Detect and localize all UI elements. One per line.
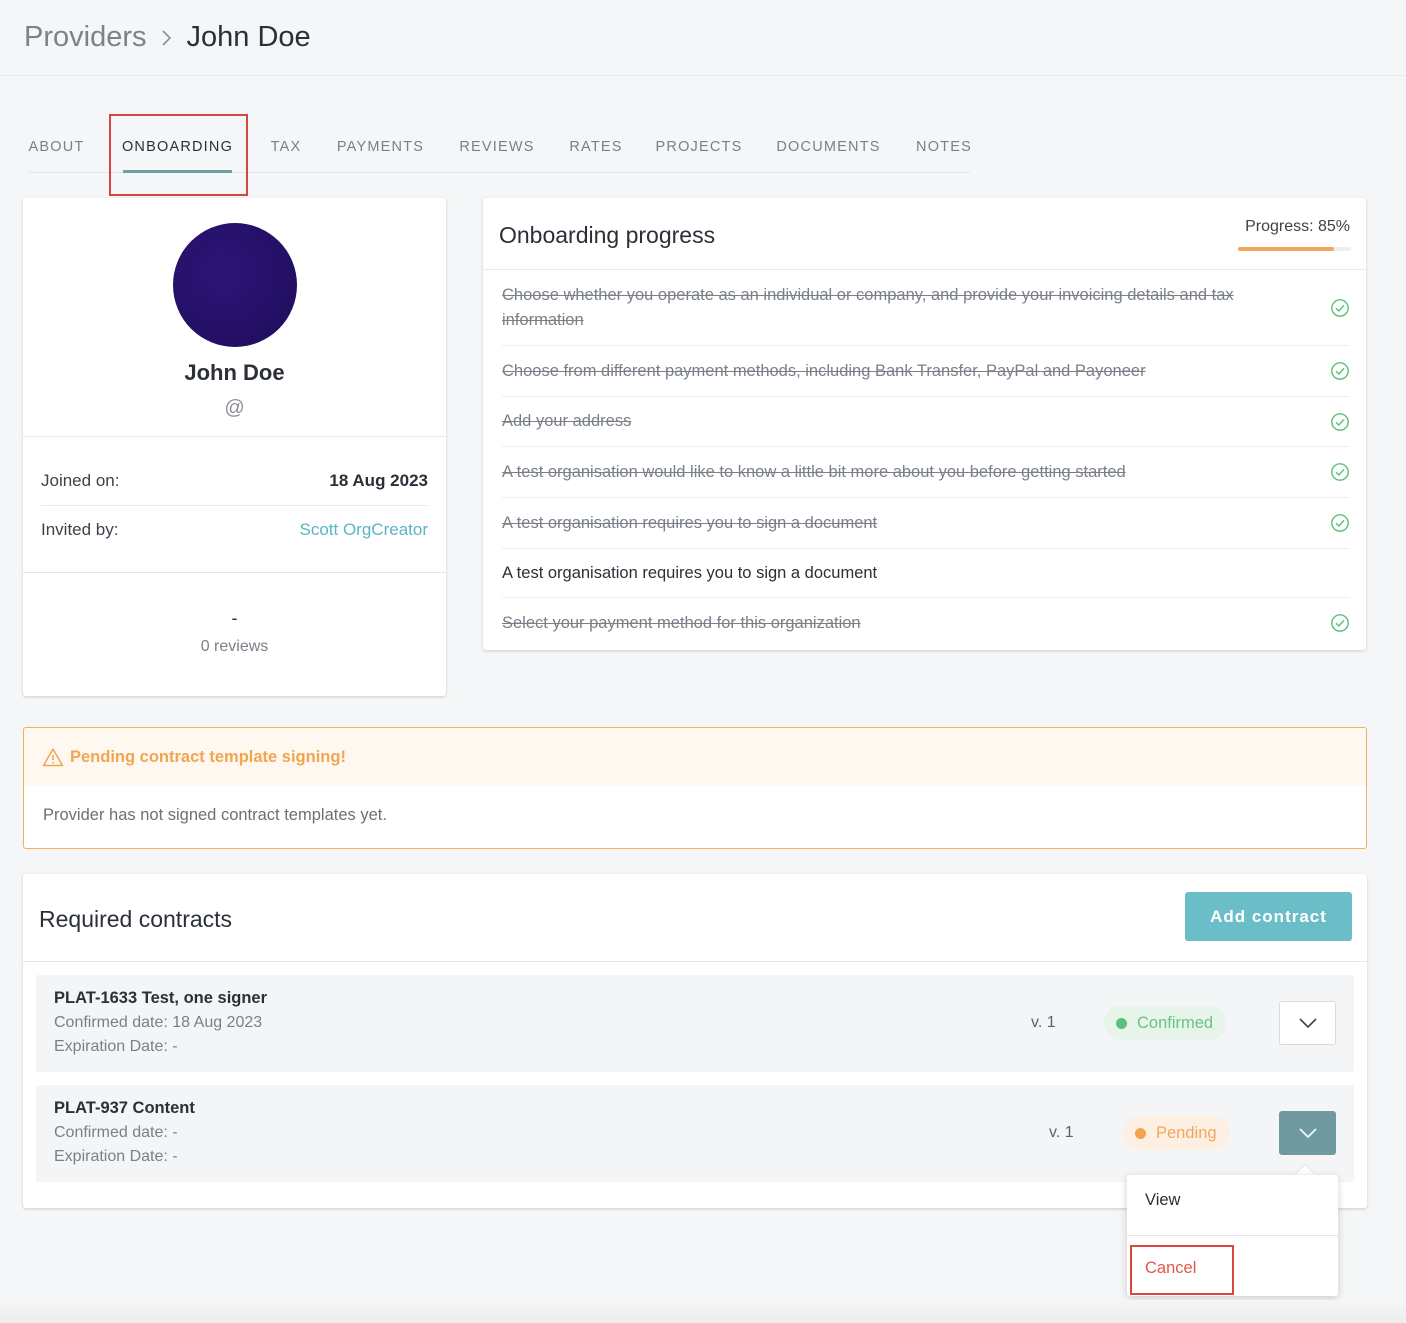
- alert-body: Provider has not signed contract templat…: [43, 806, 387, 824]
- onboarding-progress-card: Onboarding progress Progress: 85% Choose…: [483, 198, 1366, 650]
- onboarding-task: Choose whether you operate as an individ…: [502, 270, 1350, 346]
- required-contracts-card: Required contracts Add contract PLAT-163…: [23, 874, 1367, 1208]
- contract-name: PLAT-1633 Test, one signer: [54, 989, 268, 1007]
- tab-payments[interactable]: PAYMENTS: [336, 138, 425, 155]
- invited-row: Invited by: Scott OrgCreator: [41, 520, 428, 540]
- onboarding-task: Select your payment method for this orga…: [502, 598, 1350, 648]
- contract-expiration-date: Expiration Date: -: [54, 1148, 178, 1165]
- status-label: Confirmed: [1137, 1013, 1214, 1032]
- status-badge: Pending: [1123, 1116, 1230, 1150]
- contract-row: PLAT-937 Content Confirmed date: - Expir…: [36, 1085, 1354, 1182]
- chevron-down-icon: [1298, 1017, 1318, 1029]
- tab-onboarding[interactable]: ONBOARDING: [122, 120, 232, 173]
- breadcrumb-providers-link[interactable]: Providers: [24, 21, 147, 53]
- tab-bar: ABOUT ONBOARDING TAX PAYMENTS REVIEWS RA…: [28, 120, 972, 173]
- pending-contract-alert: Pending contract template signing! Provi…: [23, 727, 1367, 849]
- contract-actions-toggle[interactable]: [1279, 1111, 1336, 1155]
- check-circle-icon: [1330, 298, 1350, 318]
- onboarding-task: A test organisation requires you to sign…: [502, 549, 1350, 598]
- alert-header: Pending contract template signing!: [24, 728, 1366, 786]
- page-title: John Doe: [186, 21, 311, 53]
- menu-item-view[interactable]: View: [1145, 1191, 1181, 1209]
- contract-version: v. 1: [1049, 1124, 1074, 1141]
- divider: [23, 961, 1367, 962]
- check-circle-icon: [1330, 462, 1350, 482]
- check-circle-icon: [1330, 412, 1350, 432]
- onboarding-task: A test organisation requires you to sign…: [502, 498, 1350, 549]
- rating-value: -: [231, 608, 238, 628]
- warning-icon: [42, 747, 64, 767]
- status-dot: [1135, 1127, 1146, 1139]
- status-dot: [1116, 1017, 1127, 1029]
- reviews-count: 0 reviews: [200, 638, 269, 655]
- avatar: [173, 223, 297, 347]
- onboarding-task: Add your address: [502, 397, 1350, 447]
- tab-projects[interactable]: PROJECTS: [655, 138, 743, 155]
- menu-item-cancel[interactable]: Cancel: [1145, 1259, 1197, 1277]
- check-circle-icon: [1330, 361, 1350, 381]
- contract-name: PLAT-937 Content: [54, 1099, 195, 1117]
- divider: [23, 436, 446, 437]
- status-label: Pending: [1156, 1123, 1217, 1142]
- tab-tax[interactable]: TAX: [270, 138, 302, 155]
- joined-row: Joined on: 18 Aug 2023: [41, 471, 428, 491]
- contract-expiration-date: Expiration Date: -: [54, 1038, 178, 1055]
- divider: [41, 505, 428, 506]
- contract-confirmed-date: Confirmed date: 18 Aug 2023: [54, 1014, 263, 1031]
- contract-actions-menu: View Cancel: [1127, 1175, 1338, 1296]
- chevron-right-icon: [161, 28, 173, 48]
- tab-about[interactable]: ABOUT: [28, 138, 85, 155]
- onboarding-task-text: Choose from different payment methods, i…: [502, 361, 1146, 380]
- progress-bar-fill: [1238, 247, 1335, 251]
- contract-version: v. 1: [1031, 1014, 1056, 1031]
- joined-label: Joined on:: [41, 471, 120, 490]
- divider: [483, 269, 1366, 270]
- profile-handle: @: [224, 397, 245, 419]
- tab-notes[interactable]: NOTES: [916, 138, 972, 155]
- required-contracts-title: Required contracts: [39, 906, 233, 932]
- alert-title: Pending contract template signing!: [70, 747, 346, 766]
- onboarding-task-text: A test organisation would like to know a…: [502, 462, 1126, 481]
- onboarding-task-text: Select your payment method for this orga…: [502, 613, 861, 632]
- tab-documents[interactable]: DOCUMENTS: [776, 138, 881, 155]
- onboarding-progress-title: Onboarding progress: [499, 222, 716, 248]
- onboarding-task-text: A test organisation requires you to sign…: [502, 513, 878, 532]
- invited-by-link[interactable]: Scott OrgCreator: [299, 520, 429, 539]
- page-footer-shade: [0, 1300, 1406, 1323]
- onboarding-task-text: A test organisation requires you to sign…: [502, 563, 878, 582]
- tab-rates[interactable]: RATES: [569, 138, 623, 155]
- divider: [23, 572, 446, 573]
- onboarding-task: Choose from different payment methods, i…: [502, 346, 1350, 397]
- breadcrumb: Providers John Doe: [0, 0, 1406, 76]
- onboarding-task-text: Choose whether you operate as an individ…: [502, 285, 1234, 329]
- onboarding-task-text: Add your address: [502, 412, 632, 430]
- contract-actions-toggle[interactable]: [1279, 1001, 1336, 1045]
- add-contract-button[interactable]: Add contract: [1185, 892, 1352, 941]
- contract-row: PLAT-1633 Test, one signer Confirmed dat…: [36, 975, 1354, 1072]
- tab-reviews[interactable]: REVIEWS: [459, 138, 535, 155]
- check-circle-icon: [1330, 613, 1350, 633]
- divider: [1127, 1235, 1338, 1236]
- onboarding-task: A test organisation would like to know a…: [502, 447, 1350, 498]
- invited-label: Invited by:: [41, 520, 119, 539]
- status-badge: Confirmed: [1104, 1006, 1227, 1040]
- profile-card: John Doe @ Joined on: 18 Aug 2023 Invite…: [23, 198, 446, 696]
- contract-confirmed-date: Confirmed date: -: [54, 1124, 178, 1141]
- check-circle-icon: [1330, 513, 1350, 533]
- joined-value: 18 Aug 2023: [329, 471, 428, 490]
- progress-label: Progress: 85%: [1245, 218, 1350, 235]
- chevron-down-icon: [1298, 1127, 1318, 1139]
- progress-bar: [1238, 247, 1351, 251]
- profile-name: John Doe: [184, 360, 285, 385]
